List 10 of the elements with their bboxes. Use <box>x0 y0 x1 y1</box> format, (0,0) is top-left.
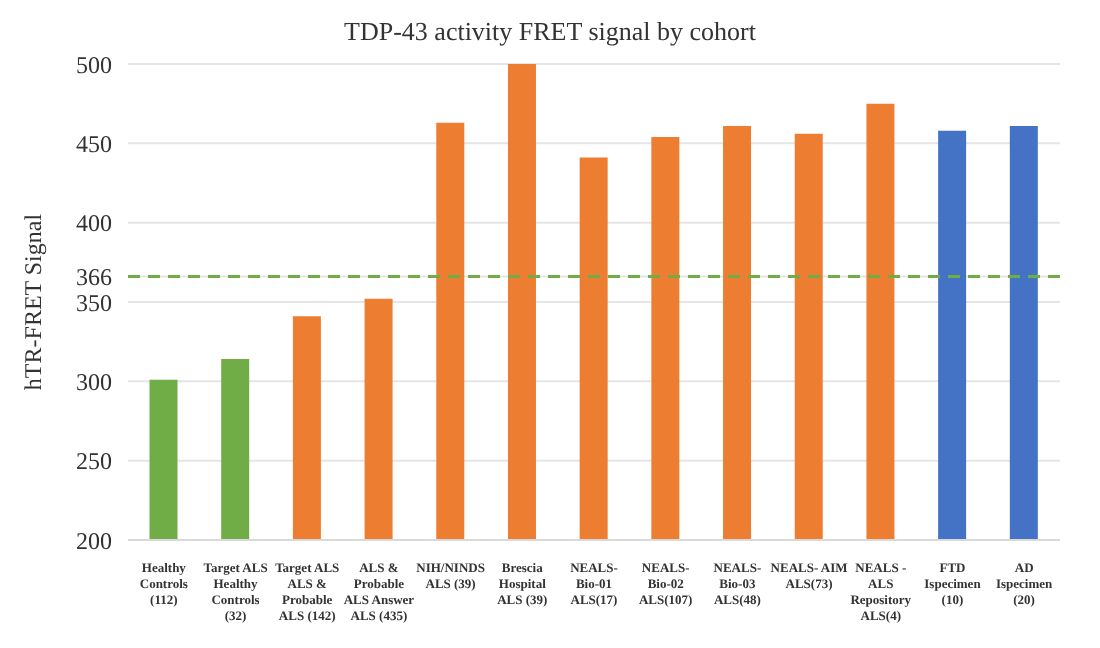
chart-title: TDP-43 activity FRET signal by cohort <box>342 16 758 50</box>
y-tick-label: 366 <box>76 263 112 292</box>
y-tick-label: 300 <box>76 367 112 396</box>
y-tick-label: 200 <box>76 526 112 555</box>
y-tick-label: 400 <box>76 209 112 238</box>
y-tick-label: 350 <box>76 288 112 317</box>
y-axis-title: hTR-FRET Signal <box>18 212 47 391</box>
y-tick-label: 450 <box>76 129 112 158</box>
y-tick-label: 250 <box>76 447 112 476</box>
y-tick-label: 500 <box>76 50 112 79</box>
